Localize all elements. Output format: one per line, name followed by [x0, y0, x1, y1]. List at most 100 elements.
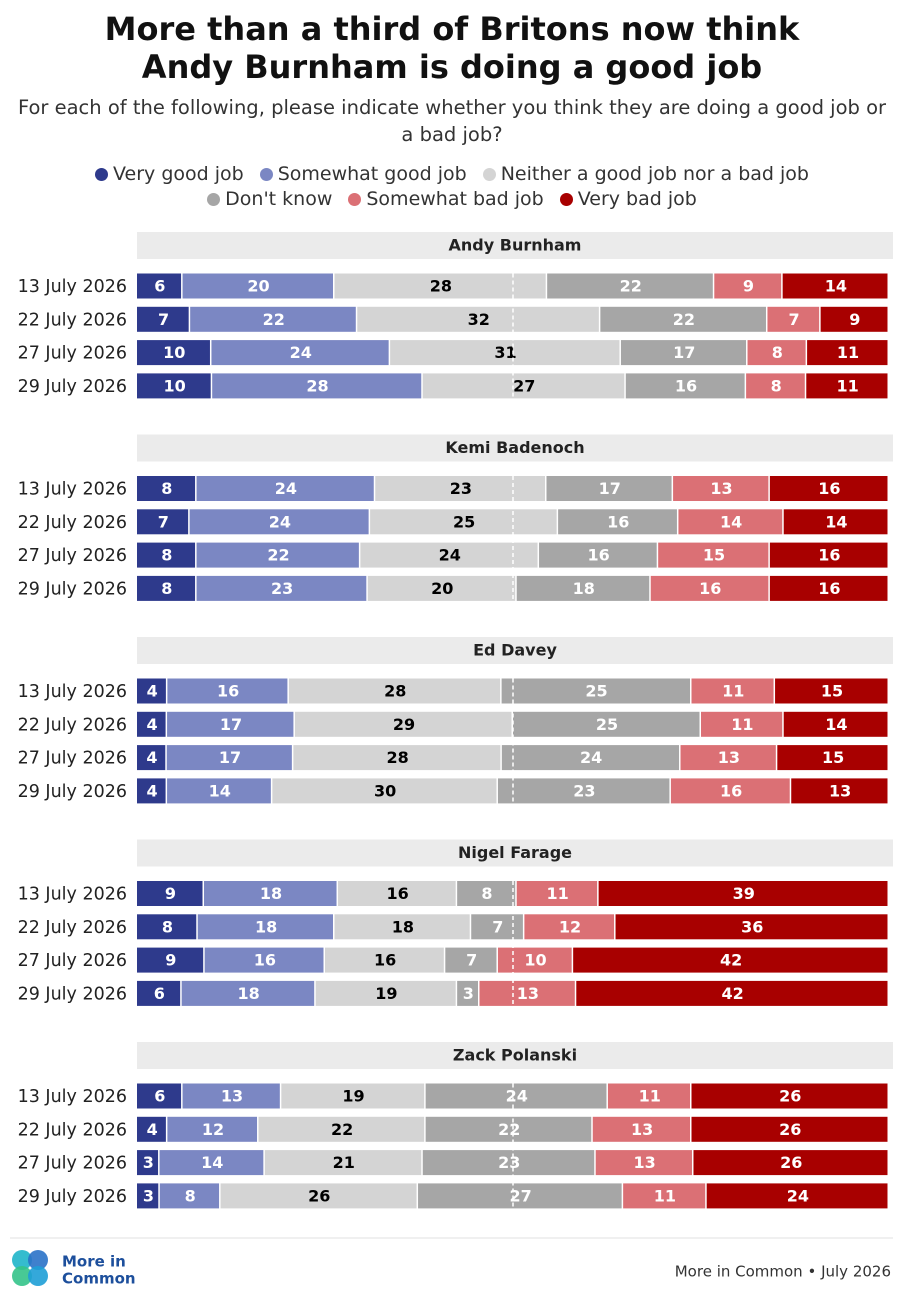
data-label: 20: [431, 579, 453, 598]
panel-header: [137, 434, 893, 462]
data-label: 11: [731, 715, 753, 734]
data-label: 26: [780, 1153, 802, 1172]
data-label: 17: [219, 748, 241, 767]
bar-segment: [516, 881, 598, 906]
data-label: 17: [673, 343, 695, 362]
legend-item: Somewhat good job: [259, 162, 467, 187]
data-label: 8: [161, 579, 172, 598]
legend-swatch: [259, 168, 273, 181]
bar-segment: [769, 542, 888, 568]
panel-title: Andy Burnham: [449, 236, 582, 255]
data-label: 13: [710, 479, 732, 498]
bar-segment: [767, 306, 820, 332]
y-tick-label: 29 July 2026: [18, 782, 127, 802]
bar-segment: [167, 711, 294, 737]
data-label: 11: [837, 343, 859, 362]
data-label: 8: [162, 917, 173, 936]
bar-segment: [137, 575, 196, 601]
bar-segment: [598, 881, 888, 906]
bar-segment: [196, 476, 374, 501]
legend-label: Very bad job: [577, 188, 697, 210]
data-label: 27: [513, 376, 535, 395]
data-label: 10: [524, 951, 546, 970]
bar-segment: [806, 373, 888, 399]
bar-segment: [182, 273, 333, 299]
bar-segment: [197, 914, 333, 940]
logo-text: More in: [62, 1253, 126, 1271]
data-label: 13: [633, 1153, 655, 1172]
bar-segment: [524, 914, 615, 940]
data-label: 25: [453, 512, 475, 531]
bar-segment: [539, 542, 657, 568]
bar-segment: [375, 476, 546, 501]
data-label: 24: [439, 546, 461, 565]
bar-segment: [691, 1116, 888, 1142]
data-label: 25: [585, 682, 607, 701]
bar-segment: [264, 1150, 422, 1176]
data-label: 8: [772, 343, 783, 362]
bar-segment: [820, 306, 888, 332]
data-label: 28: [430, 277, 452, 296]
panel-title: Nigel Farage: [458, 843, 572, 862]
data-label: 4: [146, 715, 157, 734]
panel-header: [137, 839, 893, 867]
data-label: 16: [607, 512, 629, 531]
data-label: 24: [506, 1087, 528, 1106]
bar-segment: [367, 575, 516, 601]
data-label: 13: [517, 984, 539, 1003]
data-label: 23: [271, 579, 293, 598]
data-label: 10: [163, 343, 185, 362]
legend-label: Somewhat good job: [277, 163, 467, 185]
bar-segment: [650, 575, 769, 601]
data-label: 18: [392, 917, 414, 936]
bar-segment: [137, 914, 197, 940]
data-label: 16: [374, 951, 396, 970]
legend-item: Don't know: [207, 187, 332, 212]
data-label: 11: [722, 682, 744, 701]
bar-segment: [137, 947, 204, 973]
bar-segment: [288, 678, 501, 704]
data-label: 13: [829, 781, 851, 800]
bar-segment: [471, 914, 523, 940]
data-label: 22: [267, 546, 289, 565]
data-label: 4: [147, 682, 158, 701]
bar-segment: [422, 373, 625, 399]
bar-segment: [425, 1116, 592, 1142]
bar-segment: [315, 980, 456, 1006]
data-label: 6: [154, 277, 165, 296]
data-label: 23: [573, 781, 595, 800]
bar-segment: [137, 980, 181, 1006]
data-label: 14: [825, 277, 847, 296]
bar-segment: [714, 273, 782, 299]
bar-segment: [658, 542, 769, 568]
bar-segment: [196, 575, 367, 601]
y-tick-label: 27 July 2026: [18, 951, 127, 971]
bar-segment: [782, 273, 888, 299]
bar-segment: [746, 373, 805, 399]
bar-segment: [670, 778, 790, 804]
legend-label: Don't know: [225, 188, 333, 210]
bar-segment: [595, 1150, 692, 1176]
data-label: 21: [333, 1153, 355, 1172]
legend-swatch: [95, 168, 109, 181]
data-label: 7: [158, 310, 169, 329]
y-tick-label: 13 July 2026: [18, 277, 127, 297]
legend-row: Very good job Somewhat good job Neither a …: [0, 162, 904, 187]
data-label: 4: [146, 781, 157, 800]
data-label: 11: [639, 1087, 661, 1106]
bar-segment: [137, 340, 210, 366]
data-label: 12: [559, 917, 581, 936]
bar-segment: [445, 947, 497, 973]
bar-segment: [457, 881, 516, 906]
legend-label: Neither a good job nor a bad job: [500, 163, 809, 185]
bar-segment: [513, 711, 700, 737]
bar-segment: [166, 745, 292, 771]
bar-segment: [360, 542, 538, 568]
data-label: 7: [466, 951, 477, 970]
header: More than a third of Britons now think A…: [0, 0, 904, 212]
data-label: 7: [158, 512, 169, 531]
data-label: 12: [202, 1120, 224, 1139]
bar-segment: [592, 1116, 691, 1142]
